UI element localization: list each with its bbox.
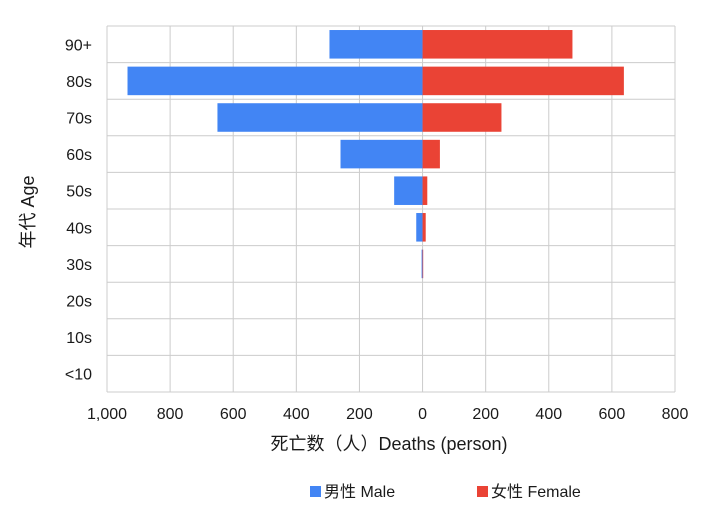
legend-swatch-male [310,486,321,497]
x-tick-label: 400 [535,406,562,423]
legend: 男性 Male 女性 Female [310,482,581,501]
y-axis-title: 年代 Age [18,175,38,248]
bar-male-70s [217,103,423,132]
legend-label-female: 女性 Female [491,482,581,501]
x-tick-label: 200 [472,406,499,423]
y-tick-label: 30s [66,257,92,274]
x-tick-label: 600 [599,406,626,423]
bar-male-40s [416,213,423,242]
x-tick-label: 600 [220,406,247,423]
x-tick-label: 0 [418,406,427,423]
x-tick-label: 800 [157,406,184,423]
bar-female-70s [422,103,502,132]
y-tick-label: <10 [65,367,92,384]
x-axis-title: 死亡数（人）Deaths (person) [270,434,507,454]
x-tick-label: 1,000 [87,406,127,423]
y-tick-label: 70s [66,111,92,128]
bar-male-80s [127,66,423,96]
y-tick-label: 60s [66,147,92,164]
bar-female-90+ [422,30,573,59]
x-tick-label: 200 [346,406,373,423]
y-tick-label: 50s [66,184,92,201]
legend-swatch-female [477,486,488,497]
y-tick-label: 80s [66,74,92,91]
y-tick-label: 20s [66,294,92,311]
bar-male-60s [340,139,423,169]
y-tick-labels: 90+ 80s 70s 60s 50s 40s 30s 20s 10s <10 [65,37,92,383]
bar-female-30s [422,249,424,279]
y-tick-label: 40s [66,220,92,237]
bar-male-50s [394,176,423,205]
x-tick-labels: 1,000 800 600 400 200 0 200 400 600 800 [87,406,688,423]
bar-female-80s [422,66,624,96]
bar-female-60s [422,139,440,169]
legend-label-male: 男性 Male [324,483,395,501]
bar-male-30s [421,249,423,279]
x-tick-label: 400 [283,406,310,423]
x-tick-label: 800 [662,406,689,423]
bar-female-50s [422,176,428,205]
bar-female-40s [422,213,426,242]
bars [127,30,624,279]
y-tick-label: 10s [66,330,92,347]
bar-male-90+ [329,30,423,59]
y-tick-label: 90+ [65,37,92,54]
